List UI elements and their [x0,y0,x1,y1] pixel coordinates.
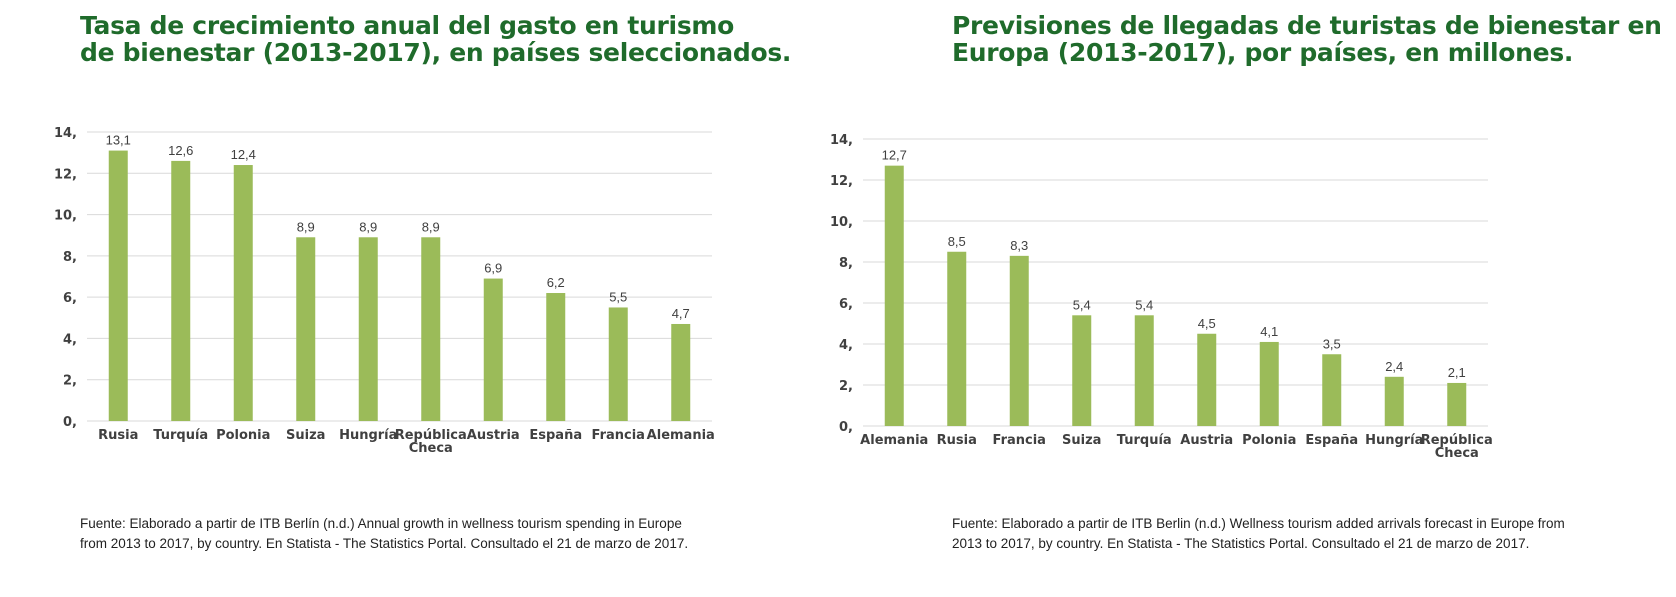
left-category-label: Polonia [216,428,270,443]
left-bar [233,165,253,421]
right-y-tick-label: 6, [839,297,853,312]
left-bar-chart: 0, 2, 4, 6, 8, 10, 12, 14, 13,1 Rusia 12,6 Turquía 1… [54,126,715,456]
right-value-label: 12,7 [882,148,907,163]
right-y-tick-label: 0, [839,420,853,435]
left-value-label: 4,7 [672,306,690,321]
left-category-label: Suiza [286,428,325,443]
right-value-label: 8,3 [1010,238,1028,253]
left-value-label: 13,1 [106,133,131,148]
left-chart-panel: Tasa de crecimiento anual del gasto en t… [54,12,791,551]
right-value-label: 8,5 [948,234,966,249]
left-value-label: 8,9 [297,219,315,234]
left-category-label: Alemania [647,428,715,443]
right-bar [1009,255,1029,426]
right-category-label: Rusia [937,433,977,448]
right-bar-chart: 0, 2, 4, 6, 8, 10, 12, 14, 12,7 Alemania 8,5 Rusia 8… [830,133,1493,461]
left-value-label: 6,9 [484,261,502,276]
right-value-label: 5,4 [1073,297,1091,312]
right-chart-panel: Previsiones de llegadas de turistas de b… [830,0,1676,597]
left-bar [421,237,441,421]
right-value-label: 5,4 [1135,297,1153,312]
left-bar [546,293,566,421]
right-y-tick-label: 10, [830,215,853,230]
right-value-label: 3,5 [1323,336,1341,351]
left-value-label: 12,4 [231,147,256,162]
left-bar [483,278,503,421]
right-value-label: 4,5 [1198,316,1216,331]
right-bar [1447,382,1467,426]
left-value-label: 5,5 [609,289,627,304]
left-category-label: Rusia [98,428,138,443]
left-chart-title-line-1: Tasa de crecimiento anual del gasto en t… [80,11,735,40]
right-y-tick-label: 14, [830,133,853,148]
left-category-label: Turquía [153,428,208,443]
left-bar [671,323,691,421]
left-y-tick-label: 6, [63,291,77,306]
left-category-label: Hungría [339,428,397,443]
right-y-tick-label: 2, [839,379,853,394]
left-bar [108,150,128,422]
left-source-note: Fuente: Elaborado a partir de ITB Berlín… [80,516,689,551]
right-category-label: Turquía [1117,433,1172,448]
left-chart-title-line-2: de bienestar (2013-2017), en países sele… [80,38,792,67]
right-bar [1384,376,1404,426]
right-category-label: Francia [993,433,1046,448]
left-y-tick-label: 8, [63,250,77,265]
left-y-tick-label: 2, [63,374,77,389]
right-bar [1322,354,1342,426]
right-y-tick-label: 12, [830,174,853,189]
left-y-tick-label: 10, [54,209,77,224]
right-bar [1259,341,1279,426]
left-value-label: 8,9 [359,219,377,234]
right-category-label: Alemania [860,433,928,448]
right-source-note: Fuente: Elaborado a partir de ITB Berlin… [952,516,1565,551]
right-chart-title-line-2: Europa (2013-2017), por países, en millo… [952,38,1574,67]
left-bar [296,237,316,421]
right-bar [947,251,967,426]
right-y-tick-label: 8, [839,256,853,271]
right-bar [1072,315,1092,426]
left-chart-title: Tasa de crecimiento anual del gasto en t… [80,12,791,66]
left-category-label: República Checa [395,428,467,456]
left-category-label: Francia [592,428,645,443]
right-y-tick-label: 4, [839,338,853,353]
left-y-tick-label: 14, [54,126,77,141]
left-value-label: 12,6 [168,143,193,158]
right-category-label: España [1305,433,1358,448]
right-value-label: 4,1 [1260,324,1278,339]
right-category-label: Austria [1180,433,1233,448]
left-y-tick-label: 4, [63,332,77,347]
left-value-label: 6,2 [547,275,565,290]
right-category-label: Polonia [1242,433,1296,448]
right-chart-title: Previsiones de llegadas de turistas de b… [952,12,1662,66]
right-bar [1134,315,1154,426]
left-y-tick-label: 0, [63,415,77,430]
right-bar [884,165,904,426]
right-value-label: 2,4 [1385,359,1403,374]
right-value-label: 2,1 [1448,365,1466,380]
left-bar [608,307,628,421]
right-category-label: República Checa [1421,433,1493,461]
left-bar [358,237,378,421]
left-value-label: 8,9 [422,219,440,234]
left-category-label: España [529,428,582,443]
left-y-tick-label: 12, [54,167,77,182]
left-bar [171,160,191,421]
right-category-label: Hungría [1365,433,1423,448]
right-bar [1197,333,1217,426]
right-category-label: Suiza [1062,433,1101,448]
left-category-label: Austria [467,428,520,443]
right-chart-title-line-1: Previsiones de llegadas de turistas de b… [952,11,1662,40]
